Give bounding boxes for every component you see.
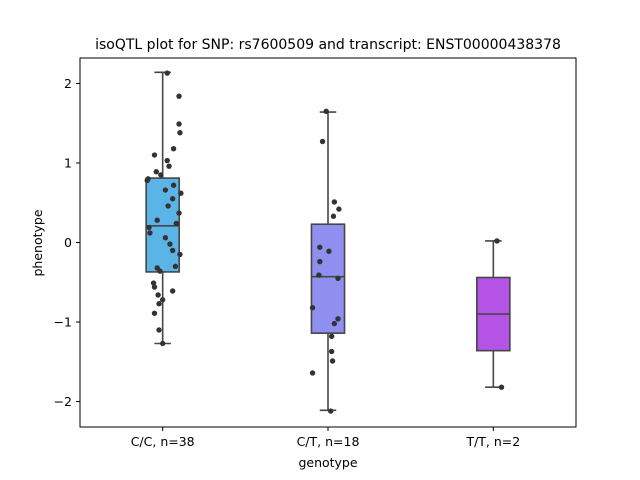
data-point [162,187,169,193]
data-point [331,199,338,205]
data-points [144,70,505,414]
x-axis-label: genotype [298,455,357,470]
x-tick-label: C/T, n=18 [297,434,360,449]
data-point [329,358,336,364]
data-point [317,244,323,250]
data-point [156,301,162,307]
data-point [151,310,158,316]
y-tick-label: 2 [64,76,72,91]
data-point [169,288,176,294]
data-point [158,172,164,178]
box-1 [310,111,346,412]
data-point [146,224,152,231]
x-tick-label: C/C, n=38 [131,434,195,449]
data-point [330,213,337,219]
y-tick-label: 1 [64,155,72,170]
data-point [156,327,162,333]
data-point [176,121,182,127]
data-point [159,297,166,303]
data-point [145,176,151,182]
data-point [167,241,173,247]
data-point [177,251,183,258]
data-point [176,93,182,99]
y-tick-label: 0 [64,235,72,250]
x-axis: C/C, n=38 C/T, n=18 T/T, n=2 [131,427,520,449]
data-point [169,196,176,202]
data-point [173,220,180,227]
data-point [164,157,170,164]
data-point [151,152,158,158]
y-axis-label: phenotype [30,209,45,276]
chart-title: isoQTL plot for SNP: rs7600509 and trans… [95,37,561,53]
data-point [335,316,341,322]
data-point [170,145,177,152]
plot-area [144,70,511,414]
data-point [176,210,182,216]
data-point [177,130,183,136]
data-point [328,333,335,340]
data-point [165,203,171,209]
box-0 [145,71,180,345]
data-point [317,258,323,265]
data-point [316,272,322,278]
data-point [172,263,179,270]
data-point [336,206,342,212]
data-point [153,169,160,175]
y-axis: −2 −1 0 1 2 [54,76,80,409]
data-point [494,238,500,244]
data-point [309,305,316,311]
data-point [323,108,329,114]
data-point [169,247,176,254]
data-point [164,70,170,76]
data-point [326,248,332,254]
data-point [157,268,163,274]
data-point [155,292,161,298]
data-point [154,217,160,223]
data-point [328,408,334,414]
data-point [178,190,184,196]
data-point [331,320,338,327]
x-tick-label: T/T, n=2 [465,434,520,449]
data-point [151,284,158,290]
data-point [335,275,341,281]
data-point [498,384,505,390]
y-tick-label: −2 [54,394,72,409]
data-point [162,235,169,241]
data-point [170,182,177,188]
data-point [328,348,335,355]
data-point [319,138,326,145]
box-2 [475,240,511,389]
data-point [309,370,316,376]
data-point [147,230,153,236]
data-point [159,340,166,347]
data-point [166,163,172,169]
y-tick-label: −1 [54,315,72,330]
